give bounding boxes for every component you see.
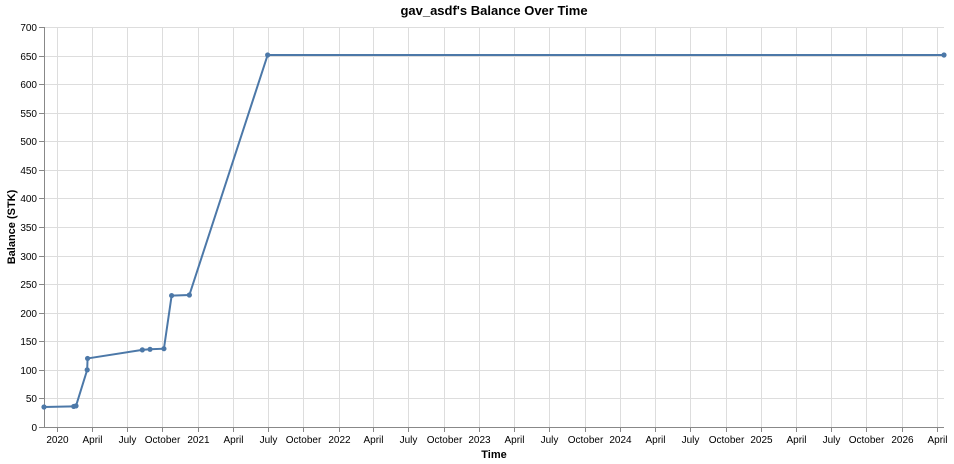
x-tick-label: October [709,435,745,446]
y-tick-label: 250 [20,280,37,291]
x-tick-label: 2025 [750,435,773,446]
y-tick-label: 0 [31,423,37,434]
x-tick-label: July [682,435,700,446]
y-tick-label: 100 [20,366,37,377]
x-tick-label: 2023 [468,435,491,446]
gridlines [44,27,944,428]
x-tick-label: 2021 [187,435,210,446]
x-tick-label: April [82,435,102,446]
y-tick-label: 300 [20,252,37,263]
data-point [169,292,175,299]
data-point [73,403,79,409]
y-tick-label: 350 [20,223,37,234]
x-tick-label: 2024 [609,435,632,446]
data-point [186,292,192,298]
data-point [84,367,90,373]
chart-title: gav_asdf's Balance Over Time [400,3,587,18]
y-tick-label: 150 [20,337,37,348]
data-point [139,347,145,353]
x-tick-label: October [427,435,463,446]
y-tick-label: 550 [20,109,37,120]
x-tick-label: July [823,435,841,446]
y-tick-label: 600 [20,80,37,91]
series-line [43,54,944,408]
x-tick-label: July [541,435,559,446]
x-tick-label: 2020 [46,435,69,446]
x-tick-label: April [927,435,947,446]
y-tick-label: 450 [20,166,37,177]
data-point [161,346,167,352]
y-tick-label: 700 [20,23,37,34]
x-tick-label: July [400,435,418,446]
x-tick-label: July [119,435,137,446]
data-point [84,355,91,362]
y-axis-title: Balance (STK) [6,189,18,264]
x-tick-label: July [260,435,278,446]
x-tick-label: April [504,435,524,446]
x-tick-label: 2022 [328,435,351,446]
y-tick-label: 650 [20,52,37,63]
x-tick-label: April [645,435,665,446]
x-axis-title: Time [481,449,506,461]
y-tick-label: 50 [26,394,38,405]
x-tick-label: October [286,435,322,446]
data-point [41,404,47,410]
axes: 0 50 100 150 200 250 300 350 400 450 500 550 600 650 7… [20,23,947,446]
x-tick-label: April [223,435,243,446]
data-point [941,52,947,58]
y-tick-label: 400 [20,194,37,205]
data-point [147,346,153,352]
x-tick-label: April [363,435,383,446]
series-balance [41,52,947,410]
y-tick-label: 200 [20,309,37,320]
data-point [265,52,271,58]
x-tick-label: October [145,435,181,446]
x-tick-label: 2026 [891,435,914,446]
x-tick-label: April [786,435,806,446]
y-tick-label: 500 [20,137,37,148]
x-tick-label: October [849,435,885,446]
x-tick-label: October [568,435,604,446]
